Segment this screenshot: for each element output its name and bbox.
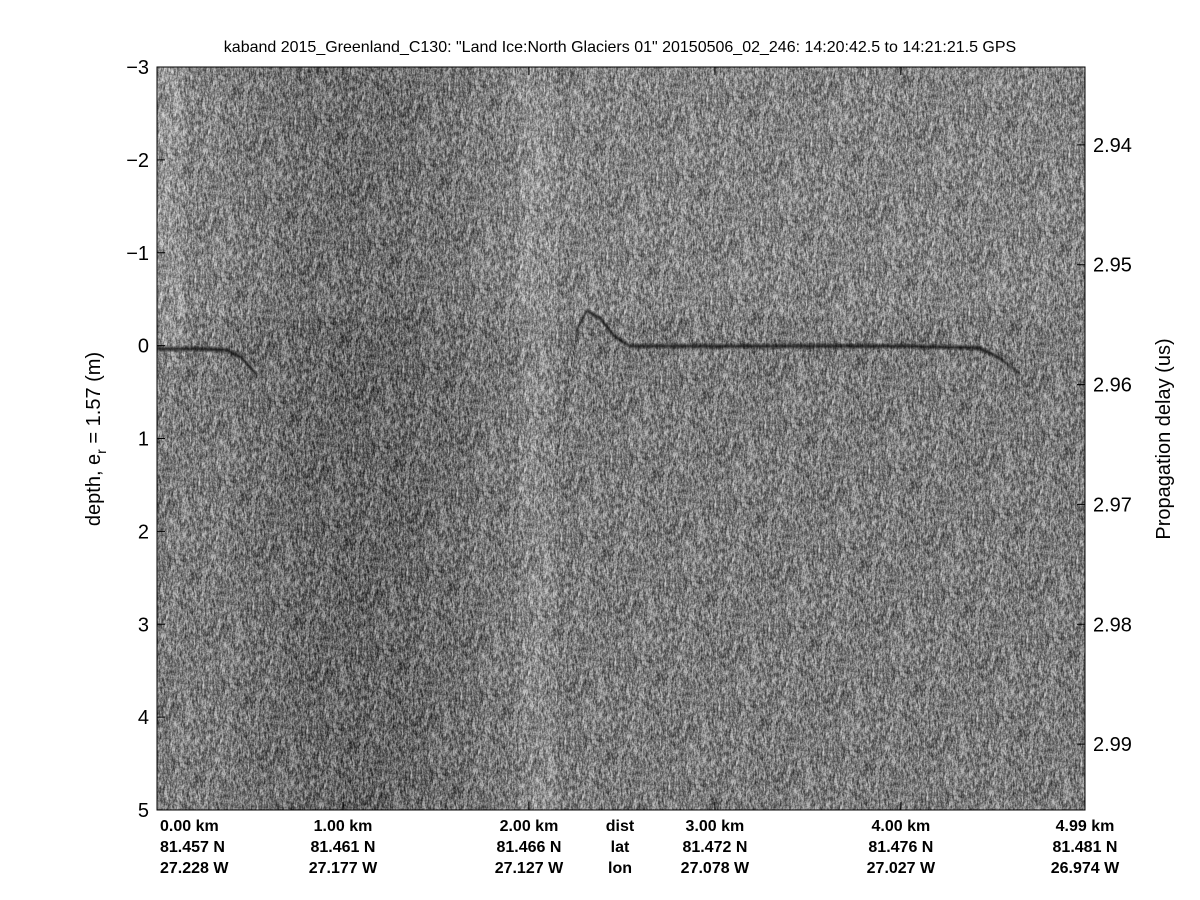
row-label-lat: lat	[611, 839, 630, 856]
left-tick-label: 3	[138, 614, 149, 636]
right-tick-label: 2.99	[1093, 734, 1132, 756]
x-lon-label: 27.228 W	[160, 860, 229, 877]
right-tick-label: 2.96	[1093, 375, 1132, 397]
echogram-image	[157, 67, 1085, 810]
x-lon-label: 27.177 W	[309, 860, 378, 877]
right-tick-label: 2.95	[1093, 255, 1132, 277]
row-label-dist: dist	[606, 818, 635, 835]
x-lat-label: 81.481 N	[1053, 839, 1118, 856]
left-tick-label: 2	[138, 521, 149, 543]
left-tick-label: 1	[138, 429, 149, 451]
x-lon-label: 27.127 W	[495, 860, 564, 877]
x-lat-label: 81.476 N	[868, 839, 933, 856]
left-tick-label: 5	[138, 800, 149, 822]
x-dist-label: 4.99 km	[1056, 818, 1115, 835]
x-lat-label: 81.472 N	[682, 839, 747, 856]
x-dist-label: 3.00 km	[686, 818, 745, 835]
right-tick-label: 2.94	[1093, 135, 1132, 157]
x-lon-label: 27.027 W	[867, 860, 936, 877]
left-tick-label: −2	[126, 150, 149, 172]
left-axis-label: depth, er = 1.57 (m)	[83, 352, 109, 526]
chart-title: kaband 2015_Greenland_C130: "Land Ice:No…	[224, 39, 1016, 56]
left-tick-label: 4	[138, 707, 149, 729]
row-label-lon: lon	[608, 860, 632, 877]
x-lat-label: 81.457 N	[160, 839, 225, 856]
x-dist-label: 1.00 km	[314, 818, 373, 835]
plot-frame	[156, 66, 1086, 811]
right-tick-label: 2.97	[1093, 494, 1132, 516]
x-dist-label: 0.00 km	[160, 818, 219, 835]
right-axis-label: Propagation delay (us)	[1153, 338, 1175, 539]
x-lat-label: 81.461 N	[311, 839, 376, 856]
x-dist-label: 4.00 km	[872, 818, 931, 835]
x-dist-label: 2.00 km	[500, 818, 559, 835]
left-tick-label: −3	[126, 57, 149, 79]
x-lon-label: 26.974 W	[1051, 860, 1120, 877]
x-lon-label: 27.078 W	[681, 860, 750, 877]
left-tick-label: 0	[138, 336, 149, 358]
right-tick-label: 2.98	[1093, 614, 1132, 636]
x-lat-label: 81.466 N	[496, 839, 561, 856]
left-tick-label: −1	[126, 243, 149, 265]
